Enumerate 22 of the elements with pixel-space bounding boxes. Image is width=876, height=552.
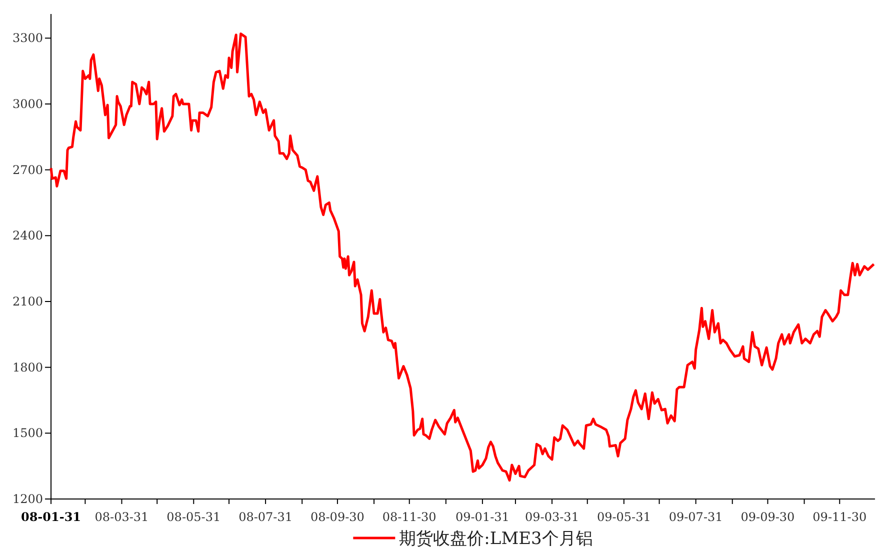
x-tick-label: 09-07-31 bbox=[668, 510, 723, 524]
x-tick-label: 08-05-31 bbox=[166, 510, 221, 524]
y-tick-label: 3300 bbox=[12, 31, 43, 46]
y-tick-label: 1800 bbox=[12, 360, 43, 374]
x-tick-label: 09-03-31 bbox=[525, 510, 579, 524]
x-tick-label: 08-11-30 bbox=[382, 510, 436, 524]
y-tick-label: 1200 bbox=[12, 492, 43, 506]
x-tick-label: 09-09-30 bbox=[740, 510, 795, 524]
x-tick-label: 08-09-30 bbox=[310, 510, 364, 524]
x-tick-label: 09-01-31 bbox=[455, 510, 510, 524]
x-tick-label: 08-01-31 bbox=[20, 510, 82, 524]
y-tick-label: 3000 bbox=[12, 96, 43, 111]
legend-label: 期货收盘价:LME3个月铝 bbox=[399, 529, 593, 549]
y-tick-label: 1500 bbox=[12, 426, 43, 440]
x-tick-label: 08-03-31 bbox=[94, 510, 149, 524]
legend: 期货收盘价:LME3个月铝 bbox=[353, 529, 593, 549]
x-tick-label: 09-11-30 bbox=[812, 510, 867, 524]
y-tick-label: 2400 bbox=[12, 228, 43, 243]
y-tick-label: 2700 bbox=[12, 162, 43, 177]
x-tick-label: 09-05-31 bbox=[596, 510, 651, 524]
y-tick-label: 2100 bbox=[12, 294, 43, 308]
x-tick-label: 08-07-31 bbox=[238, 510, 293, 524]
